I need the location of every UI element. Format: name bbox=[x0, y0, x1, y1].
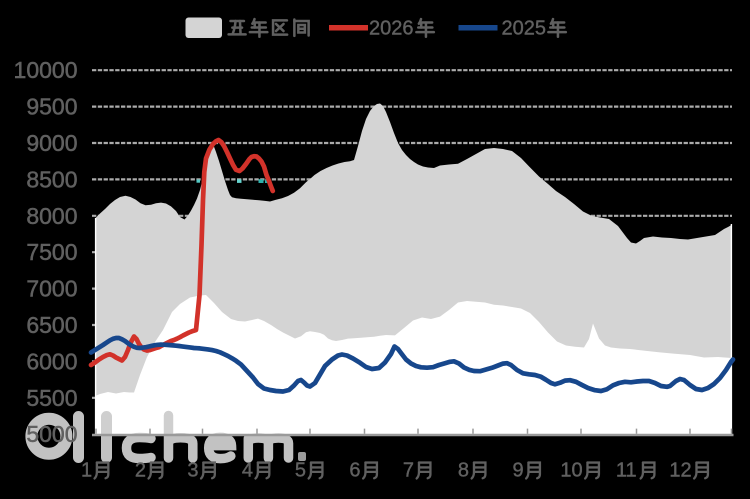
svg-text:9: 9 bbox=[513, 460, 524, 482]
svg-text:7: 7 bbox=[403, 460, 414, 482]
svg-text:1: 1 bbox=[81, 460, 92, 482]
svg-text:2026: 2026 bbox=[369, 18, 414, 40]
svg-text:5: 5 bbox=[295, 460, 306, 482]
svg-text:3: 3 bbox=[187, 460, 198, 482]
svg-text:6: 6 bbox=[349, 460, 360, 482]
svg-text:10000: 10000 bbox=[14, 57, 78, 83]
svg-text:7000: 7000 bbox=[26, 276, 77, 302]
svg-text:4: 4 bbox=[242, 460, 253, 482]
svg-text:6500: 6500 bbox=[26, 312, 77, 338]
svg-text:8: 8 bbox=[458, 460, 469, 482]
svg-text:5000: 5000 bbox=[26, 421, 77, 447]
svg-text:9500: 9500 bbox=[26, 94, 77, 120]
svg-text:2: 2 bbox=[135, 460, 146, 482]
svg-text:2025: 2025 bbox=[502, 18, 547, 40]
svg-text:5500: 5500 bbox=[26, 385, 77, 411]
svg-text:8500: 8500 bbox=[26, 166, 77, 192]
svg-text:12: 12 bbox=[669, 460, 691, 482]
svg-text:10: 10 bbox=[560, 460, 582, 482]
svg-text:6000: 6000 bbox=[26, 348, 77, 374]
svg-text:11: 11 bbox=[616, 460, 637, 482]
svg-text:7500: 7500 bbox=[26, 239, 77, 265]
svg-text:8000: 8000 bbox=[26, 203, 77, 229]
svg-text:9000: 9000 bbox=[26, 130, 77, 156]
